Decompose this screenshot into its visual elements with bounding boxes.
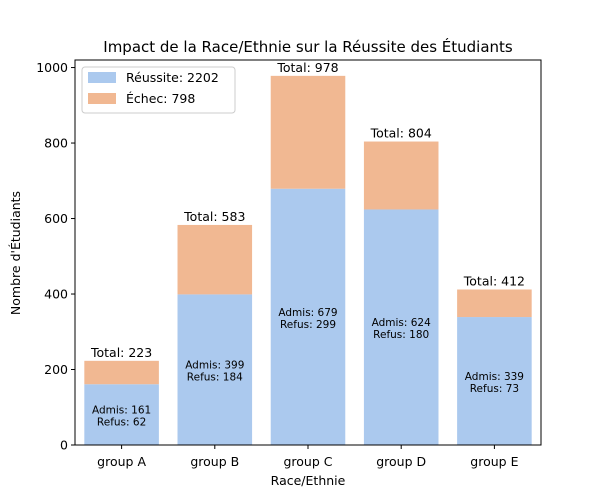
bar-pass-group-C — [270, 188, 346, 445]
legend-swatch-pass — [88, 72, 116, 83]
x-axis-label: Race/Ethnie — [271, 473, 346, 488]
legend-label-fail: Échec: 798 — [126, 91, 195, 106]
total-label: Total: 978 — [276, 60, 338, 75]
y-tick-label: 600 — [44, 211, 68, 226]
legend: Réussite: 2202 Échec: 798 — [81, 66, 236, 114]
fail-count-label: Refus: 62 — [97, 417, 146, 429]
axes-frame — [74, 59, 542, 446]
total-label: Total: 223 — [90, 345, 152, 360]
bar-fail-group-B — [177, 224, 253, 295]
y-tick-label: 800 — [44, 136, 68, 151]
pass-count-label: Admis: 624 — [372, 317, 432, 329]
bar-fail-group-D — [363, 141, 439, 210]
bar-fail-group-A — [84, 360, 159, 385]
bar-fail-group-C — [270, 75, 346, 189]
y-axis-label: Nombre d'Étudiants — [8, 191, 23, 315]
bar-fail-group-E — [457, 289, 532, 318]
legend-box — [81, 66, 236, 114]
pass-count-label: Admis: 679 — [278, 307, 337, 319]
x-tick-label: group C — [283, 454, 332, 469]
legend-label-pass: Réussite: 2202 — [126, 70, 219, 85]
pass-count-label: Admis: 339 — [465, 371, 524, 383]
y-tick-label: 200 — [44, 362, 68, 377]
bar-pass-group-A — [84, 384, 159, 445]
fail-count-label: Refus: 184 — [187, 372, 243, 384]
y-tick-label: 1000 — [36, 60, 68, 75]
y-tick-label: 0 — [60, 438, 68, 453]
pass-count-label: Admis: 399 — [185, 360, 244, 372]
chart-title: Impact de la Race/Ethnie sur la Réussite… — [103, 37, 513, 56]
fail-count-label: Refus: 180 — [373, 329, 429, 341]
bar-pass-group-D — [363, 209, 439, 445]
x-tick-label: group D — [376, 454, 426, 469]
total-label: Total: 583 — [183, 209, 245, 224]
fail-count-label: Refus: 73 — [470, 383, 519, 395]
bar-pass-group-E — [457, 317, 532, 445]
y-tick-label: 400 — [44, 287, 68, 302]
x-tick-label: group A — [97, 454, 146, 469]
x-tick-label: group B — [190, 454, 239, 469]
legend-swatch-fail — [88, 93, 116, 104]
total-label: Total: 412 — [463, 273, 525, 288]
fail-count-label: Refus: 299 — [280, 319, 336, 331]
bar-pass-group-B — [177, 294, 253, 445]
x-tick-label: group E — [470, 454, 518, 469]
pass-count-label: Admis: 161 — [92, 405, 151, 417]
total-label: Total: 804 — [370, 126, 432, 141]
